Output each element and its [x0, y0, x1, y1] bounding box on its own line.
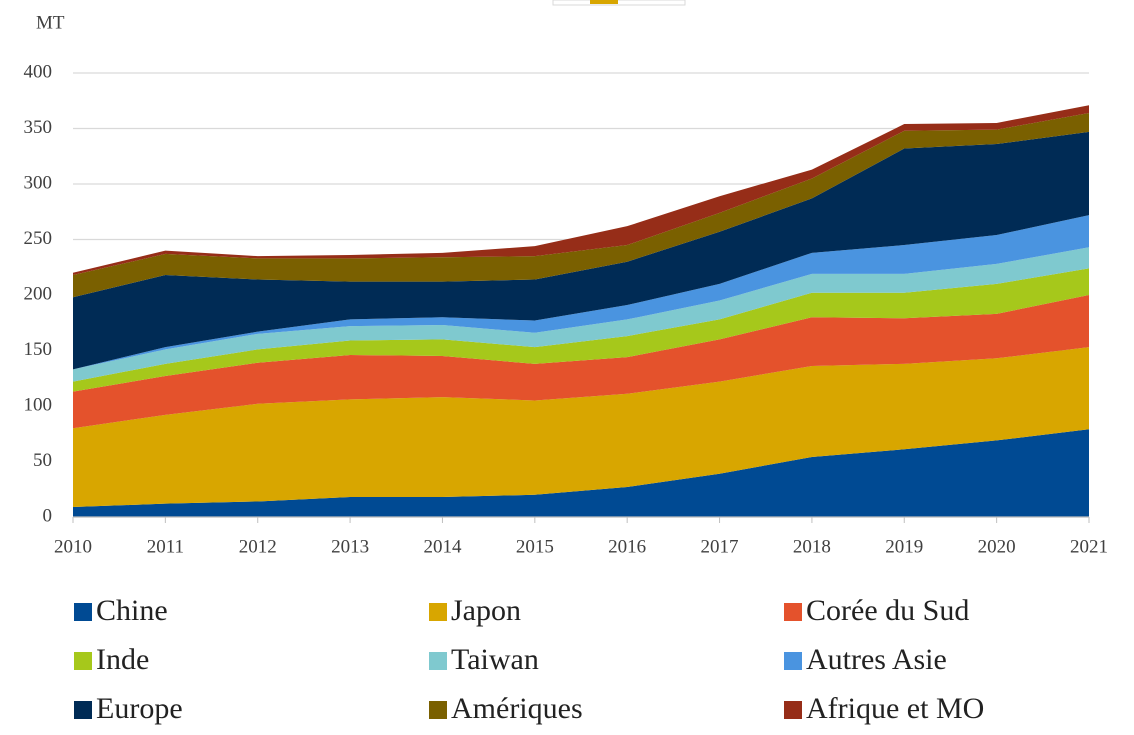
y-tick-label: 250 [24, 228, 53, 249]
legend-label: Taiwan [451, 643, 539, 676]
x-tick-label: 2017 [701, 536, 739, 557]
legend-label: Corée du Sud [806, 594, 969, 627]
legend-swatch [784, 603, 802, 621]
legend-label: Chine [96, 594, 168, 627]
x-tick-label: 2018 [793, 536, 831, 557]
legend-swatch [74, 652, 92, 670]
x-tick-label: 2011 [147, 536, 184, 557]
area [73, 268, 1089, 392]
y-tick-label: 100 [24, 394, 53, 415]
legend-swatch [784, 701, 802, 719]
y-tick-label: 200 [24, 283, 53, 304]
x-tick-label: 2013 [331, 536, 369, 557]
legend-stub [552, 0, 686, 6]
area [73, 112, 1089, 298]
legend-label: Japon [451, 594, 521, 627]
legend-label: Europe [96, 692, 183, 725]
legend-swatch [74, 603, 92, 621]
area [73, 247, 1089, 382]
x-tick-label: 2019 [885, 536, 923, 557]
y-tick-label: 400 [24, 61, 53, 82]
x-tick-label: 2012 [239, 536, 277, 557]
x-tick-label: 2010 [54, 536, 92, 557]
legend-swatch [784, 652, 802, 670]
legend-label: Amériques [451, 692, 583, 725]
y-tick-label: 0 [43, 505, 53, 526]
legend-swatch [429, 701, 447, 719]
legend-swatch [429, 652, 447, 670]
x-tick-label: 2016 [608, 536, 646, 557]
area [73, 215, 1089, 370]
legend-label: Afrique et MO [806, 692, 984, 725]
y-tick-label: 350 [24, 117, 53, 138]
y-axis-label: MT [36, 12, 65, 33]
legend-swatch [74, 701, 92, 719]
area [73, 347, 1089, 508]
area [73, 131, 1089, 370]
y-tick-label: 150 [24, 339, 53, 360]
y-tick-label: 50 [33, 450, 52, 471]
legend-swatch [429, 603, 447, 621]
y-tick-label: 300 [24, 172, 53, 193]
area [73, 105, 1089, 276]
x-tick-label: 2020 [978, 536, 1016, 557]
legend-label: Inde [96, 643, 149, 676]
x-tick-label: 2021 [1070, 536, 1108, 557]
legend-label: Autres Asie [806, 643, 947, 676]
legend-stub-swatch [590, 0, 618, 4]
area [73, 295, 1089, 429]
x-tick-label: 2015 [516, 536, 554, 557]
area [73, 429, 1089, 517]
x-tick-label: 2014 [423, 536, 462, 557]
